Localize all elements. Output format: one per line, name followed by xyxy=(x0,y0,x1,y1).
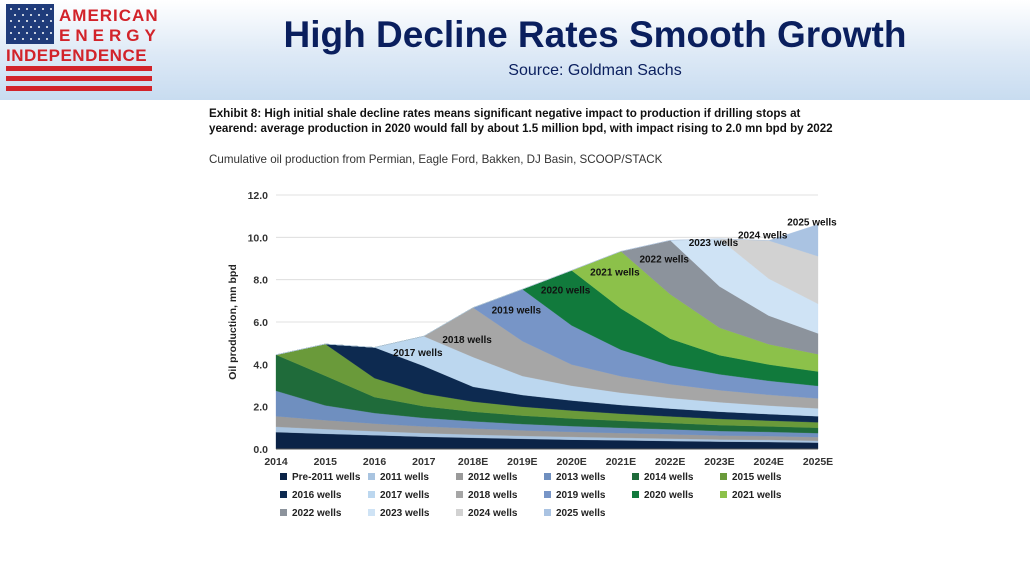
y-tick-label: 0.0 xyxy=(253,444,268,456)
series-annotation: 2023 wells xyxy=(689,238,739,249)
legend-swatch xyxy=(456,473,463,480)
x-tick-label: 2017 xyxy=(412,456,436,468)
x-tick-label: 2020E xyxy=(556,456,586,468)
y-tick-label: 6.0 xyxy=(253,317,268,329)
logo-line-2: ENERGY xyxy=(59,26,161,45)
header-banner: AMERICAN ENERGY INDEPENDENCE High Declin… xyxy=(0,0,1030,100)
legend-swatch xyxy=(368,473,375,480)
legend-label: 2015 wells xyxy=(732,472,782,483)
x-tick-label: 2025E xyxy=(803,456,833,468)
exhibit-subtitle: Cumulative oil production from Permian, … xyxy=(209,153,663,166)
exhibit-title: Exhibit 8: High initial shale decline ra… xyxy=(209,107,833,135)
legend-swatch xyxy=(280,473,287,480)
x-tick-label: 2014 xyxy=(264,456,288,468)
series-annotation: 2018 wells xyxy=(442,335,492,346)
legend-swatch xyxy=(280,509,287,516)
y-tick-label: 8.0 xyxy=(253,275,268,287)
legend-label: 2023 wells xyxy=(380,508,430,519)
legend-swatch xyxy=(720,491,727,498)
x-tick-label: 2015 xyxy=(314,456,338,468)
area-series-15 xyxy=(275,224,819,355)
x-tick-label: 2018E xyxy=(458,456,488,468)
x-tick-label: 2019E xyxy=(507,456,537,468)
legend-swatch xyxy=(368,491,375,498)
legend-swatch xyxy=(280,491,287,498)
series-annotation: 2024 wells xyxy=(738,230,788,241)
legend-label: 2014 wells xyxy=(644,472,694,483)
logo-stripes xyxy=(6,66,152,91)
legend-label: 2022 wells xyxy=(292,508,342,519)
series-annotation: 2019 wells xyxy=(492,306,542,317)
legend-label: 2021 wells xyxy=(732,490,782,501)
american-energy-independence-logo: AMERICAN ENERGY INDEPENDENCE xyxy=(6,4,159,96)
stacked-area-chart: 0.0 2.0 4.0 6.0 8.0 10.0 12.0 2014 2015 2016 2017 2… xyxy=(227,190,837,519)
legend-label: 2011 wells xyxy=(380,472,429,483)
logo-line-3: INDEPENDENCE xyxy=(6,46,148,65)
legend-label: 2016 wells xyxy=(292,490,342,501)
legend-swatch xyxy=(368,509,375,516)
series-annotation: 2020 wells xyxy=(541,285,591,296)
legend-swatch xyxy=(456,491,463,498)
legend-swatch xyxy=(544,491,551,498)
y-tick-label: 12.0 xyxy=(248,190,269,202)
series-annotation: 2025 wells xyxy=(787,218,837,229)
logo-line-1: AMERICAN xyxy=(59,6,159,25)
legend-label: 2025 wells xyxy=(556,508,606,519)
legend-label: 2013 wells xyxy=(556,472,606,483)
legend-label: 2019 wells xyxy=(556,490,606,501)
x-tick-label: 2016 xyxy=(363,456,387,468)
legend-label: Pre-2011 wells xyxy=(292,472,361,483)
x-tick-label: 2022E xyxy=(655,456,685,468)
y-tick-label: 10.0 xyxy=(248,232,269,244)
legend-swatch xyxy=(632,491,639,498)
series-annotation: 2021 wells xyxy=(590,267,640,278)
legend-label: 2012 wells xyxy=(468,472,518,483)
source-subtitle: Source: Goldman Sachs xyxy=(508,62,682,79)
legend-swatch xyxy=(544,509,551,516)
us-flag-icon xyxy=(6,4,54,44)
legend-swatch xyxy=(632,473,639,480)
legend-label: 2017 wells xyxy=(380,490,430,501)
legend-label: 2020 wells xyxy=(644,490,694,501)
y-axis-label: Oil production, mn bpd xyxy=(227,264,239,380)
x-tick-label: 2023E xyxy=(704,456,734,468)
y-tick-label: 4.0 xyxy=(253,359,268,371)
series-annotation: 2017 wells xyxy=(393,348,443,359)
legend-swatch xyxy=(720,473,727,480)
series-annotation: 2022 wells xyxy=(639,255,689,266)
page-title: High Decline Rates Smooth Growth xyxy=(283,14,907,55)
legend-swatch xyxy=(456,509,463,516)
y-tick-label: 2.0 xyxy=(253,402,268,414)
legend-label: 2024 wells xyxy=(468,508,518,519)
x-tick-label: 2021E xyxy=(606,456,636,468)
legend-swatch xyxy=(544,473,551,480)
x-tick-label: 2024E xyxy=(754,456,784,468)
legend-label: 2018 wells xyxy=(468,490,518,501)
